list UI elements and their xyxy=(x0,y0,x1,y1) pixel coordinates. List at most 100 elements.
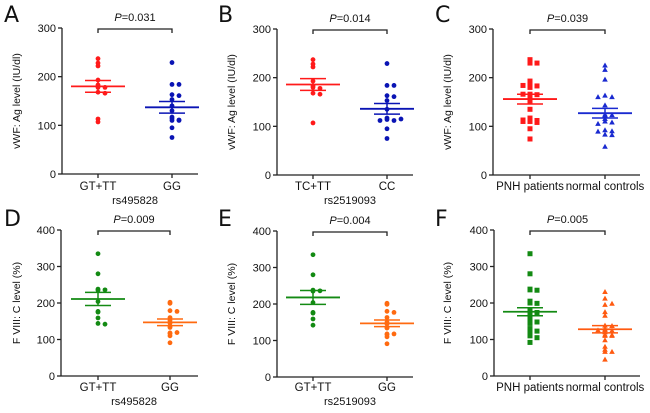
p-value-label: P=0.039 xyxy=(547,13,588,25)
data-point xyxy=(384,93,390,99)
p-value-label: P=0.031 xyxy=(114,12,155,24)
data-point xyxy=(527,339,533,345)
data-point xyxy=(602,337,608,343)
y-tick-label: 200 xyxy=(253,299,271,311)
data-point xyxy=(102,287,108,293)
data-point xyxy=(527,271,533,277)
p-number: =0.004 xyxy=(337,215,371,227)
x-category-label: PNH patients xyxy=(496,181,564,193)
data-point xyxy=(602,295,608,301)
data-point xyxy=(602,356,608,362)
panel-e: E 0 100 200 300 400 F VIII: C level (%) GT+TT GG… xyxy=(218,207,414,408)
data-point xyxy=(391,83,397,88)
x-category-label: GT+TT xyxy=(295,382,332,394)
y-tick-label: 100 xyxy=(253,121,271,133)
group-0 xyxy=(503,251,557,345)
y-tick-label: 100 xyxy=(470,335,488,347)
data-point xyxy=(609,94,615,100)
y-axis-label: F VIII: C level (%) xyxy=(226,263,238,345)
data-point xyxy=(384,83,390,88)
data-point xyxy=(317,91,323,97)
group-1 xyxy=(143,299,197,346)
data-point xyxy=(602,66,608,72)
data-point xyxy=(602,309,608,315)
y-tick-label: 0 xyxy=(50,169,56,181)
significance-bracket xyxy=(312,29,388,34)
x-category-label: GG xyxy=(378,382,396,394)
data-point xyxy=(174,330,180,335)
y-tick-label: 300 xyxy=(253,24,271,36)
data-point xyxy=(527,106,533,112)
data-point xyxy=(609,332,615,338)
data-point xyxy=(384,301,390,307)
data-point xyxy=(384,98,390,103)
data-point xyxy=(527,287,533,293)
data-point xyxy=(534,300,540,306)
p-number: =0.014 xyxy=(337,13,371,25)
data-point xyxy=(527,315,533,321)
data-point xyxy=(602,127,608,133)
panel-b: B 0 100 200 300 vWF: Ag level (IU/dl) TC+TT CCr… xyxy=(218,3,414,207)
data-point xyxy=(602,332,608,338)
data-point xyxy=(602,92,608,98)
p-symbol: P xyxy=(547,214,555,226)
data-point xyxy=(310,120,316,126)
data-point xyxy=(384,341,390,347)
data-point xyxy=(602,343,608,349)
data-point xyxy=(609,112,615,118)
data-point xyxy=(95,119,101,125)
data-point xyxy=(169,118,175,123)
data-point xyxy=(527,329,533,335)
p-value-label: P=0.014 xyxy=(329,13,370,25)
significance-bracket xyxy=(529,230,606,235)
data-point xyxy=(520,82,526,88)
data-point xyxy=(534,335,540,341)
p-symbol: P xyxy=(329,215,337,227)
data-point xyxy=(534,83,540,89)
group-0 xyxy=(286,252,340,328)
data-point xyxy=(527,60,533,66)
data-point xyxy=(95,315,101,321)
data-point xyxy=(602,312,608,318)
data-point xyxy=(609,128,615,134)
data-point xyxy=(602,348,608,354)
group-1 xyxy=(578,289,632,362)
data-point xyxy=(534,119,540,125)
data-point xyxy=(602,301,608,307)
data-point xyxy=(534,319,540,325)
x-axis-label: rs2519093 xyxy=(324,396,376,408)
data-point xyxy=(310,309,316,315)
data-point xyxy=(391,94,397,100)
significance-bracket xyxy=(97,230,171,235)
group-1 xyxy=(578,62,632,149)
data-point xyxy=(95,321,101,326)
data-point xyxy=(391,118,397,123)
y-axis-label: vWF: Ag level (IU/dl) xyxy=(226,54,238,150)
data-point xyxy=(95,287,101,293)
data-point xyxy=(527,251,533,257)
panel-letter: C xyxy=(435,3,450,28)
y-tick-label: 0 xyxy=(481,170,487,182)
data-point xyxy=(95,271,101,277)
data-point xyxy=(95,308,101,314)
data-point xyxy=(595,120,601,126)
significance-bracket xyxy=(97,28,173,33)
data-point xyxy=(169,82,175,87)
x-category-label: GG xyxy=(161,382,179,394)
data-point xyxy=(384,315,390,320)
panel-letter: D xyxy=(4,207,21,232)
data-point xyxy=(527,126,533,132)
data-point xyxy=(602,143,608,149)
data-point xyxy=(391,309,397,315)
data-point xyxy=(609,119,615,125)
x-axis-label: rs495828 xyxy=(112,195,158,207)
data-point xyxy=(95,251,101,257)
x-axis-label: rs2519093 xyxy=(324,195,376,207)
data-point xyxy=(534,328,540,334)
y-axis-label: F VIII: C level (%) xyxy=(11,262,23,344)
data-point xyxy=(95,56,101,62)
data-point xyxy=(527,300,533,306)
data-point xyxy=(169,125,175,131)
x-category-label: GG xyxy=(163,181,181,193)
